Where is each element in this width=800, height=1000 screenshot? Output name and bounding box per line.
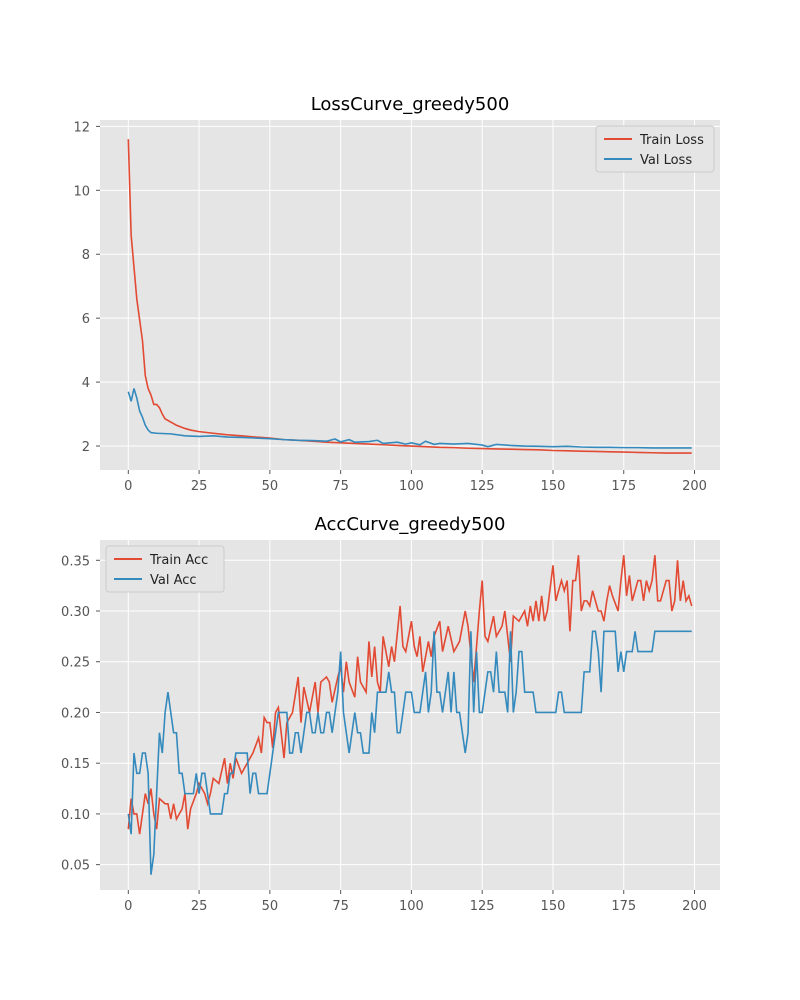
x-tick-label: 25 [191,479,208,494]
x-tick-label: 200 [682,479,707,494]
series-line-val-acc [127,630,692,875]
y-tick-label: 10 [73,184,90,199]
x-tick-label: 175 [611,899,636,914]
y-tick-label: 0.05 [61,859,90,874]
x-tick-label: 50 [262,479,279,494]
plot-area [100,540,720,890]
y-tick-label: 0.30 [61,605,90,620]
x-tick-label: 150 [541,479,566,494]
y-tick-label: 0.10 [61,808,90,823]
y-tick-label: 0.15 [61,757,90,772]
x-tick-label: 200 [682,899,707,914]
legend-box [595,125,715,173]
x-tick-label: 25 [191,899,208,914]
y-tick-label: 0.35 [61,554,90,569]
x-tick-label: 100 [399,899,424,914]
x-tick-label: 150 [541,899,566,914]
y-tick-label: 0.25 [61,656,90,671]
series-line-train-loss [127,139,692,454]
y-tick-label: 2 [82,440,90,455]
legend: Train Loss Val Loss [595,125,715,173]
x-tick-label: 0 [124,899,132,914]
legend: Train Acc Val Acc [105,545,225,593]
series-line-train-acc [127,555,693,835]
legend-box [105,545,225,593]
x-tick-label: 125 [470,479,495,494]
x-tick-label: 75 [332,479,349,494]
y-tick-label: 6 [82,312,90,327]
legend-label: Val Loss [640,153,692,168]
legend-label: Train Acc [149,553,208,568]
x-tick-label: 100 [399,479,424,494]
y-tick-label: 0.20 [61,706,90,721]
legend-label: Val Acc [150,573,197,588]
x-tick-label: 50 [262,899,279,914]
x-tick-label: 75 [332,899,349,914]
x-tick-label: 0 [124,479,132,494]
x-tick-label: 175 [611,479,636,494]
chart-title: LossCurve_greedy500 [311,94,510,115]
legend-label: Train Loss [639,133,704,148]
series-line-val-loss [127,388,692,449]
y-tick-label: 8 [82,248,90,263]
plot-area [100,120,720,470]
chart-title: AccCurve_greedy500 [315,514,506,535]
y-tick-label: 4 [82,376,90,391]
subplot-2: 0 25 50 75 100 125 150 175 200 0.05 0.10 0.15 0.20 0.… [61,514,720,914]
x-tick-label: 125 [470,899,495,914]
subplot-1: 0 25 50 75 100 125 150 175 200 2 4 6 8 10 12 LossCurve_… [73,94,720,494]
y-tick-label: 12 [73,120,90,135]
